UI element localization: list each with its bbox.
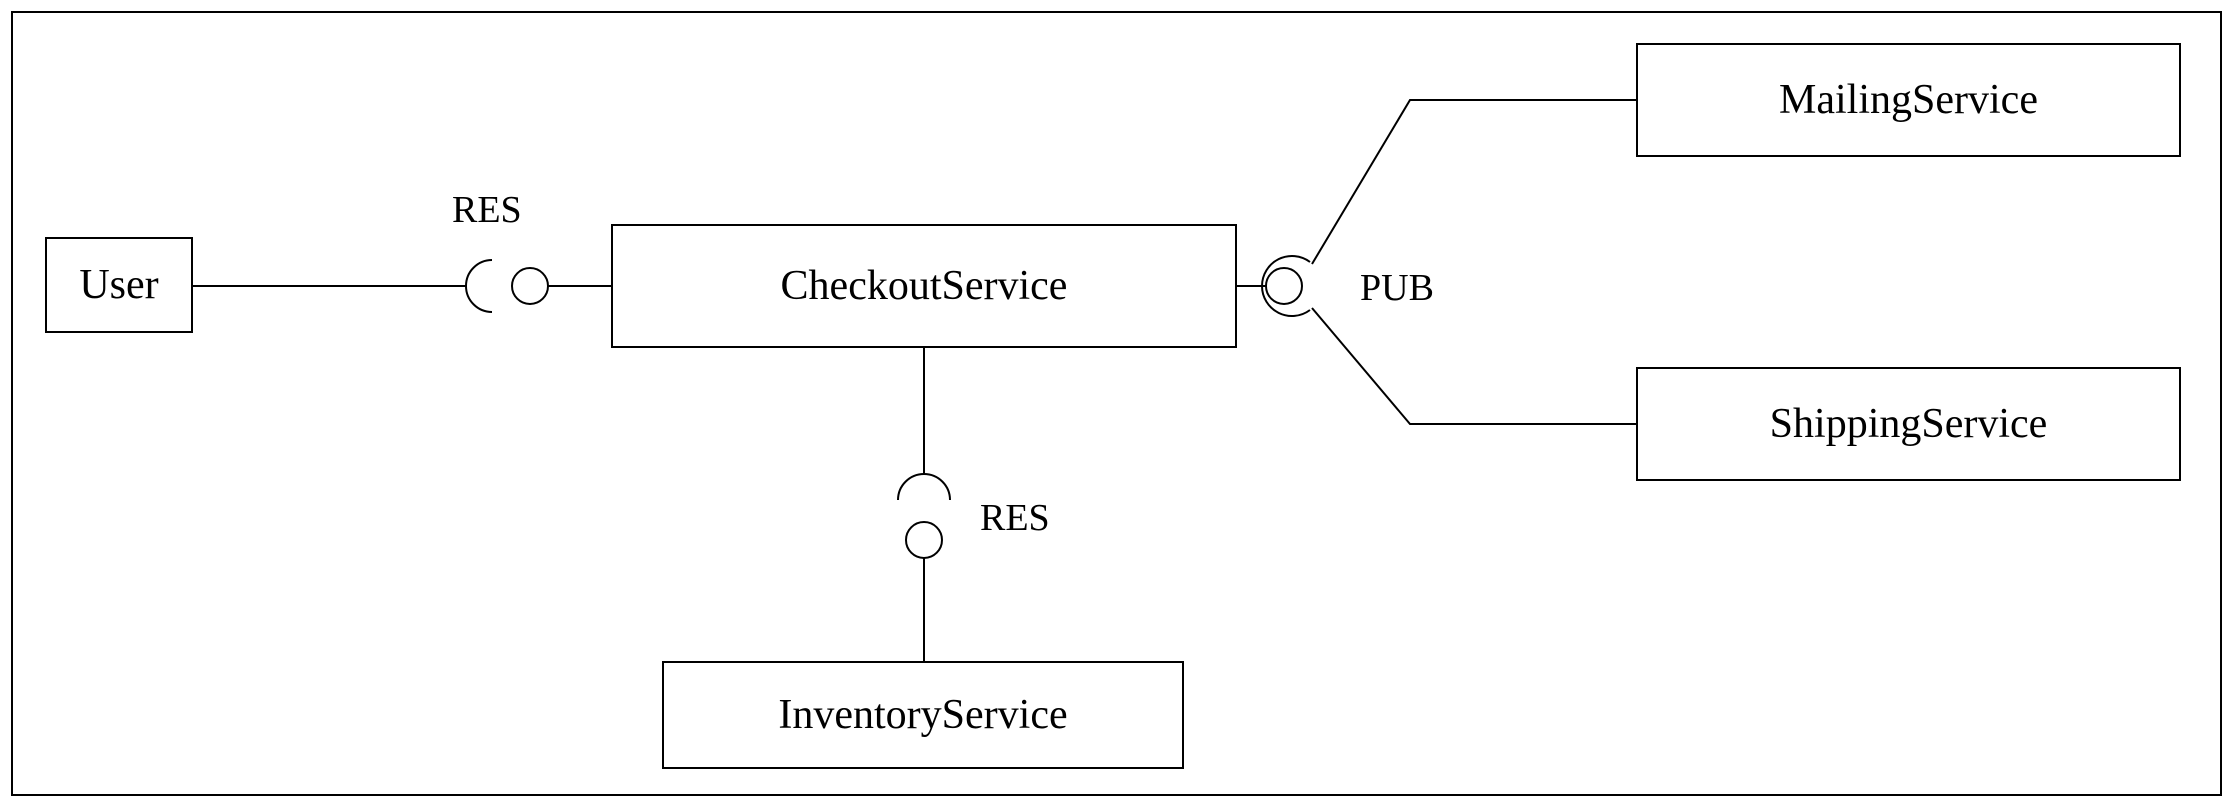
connector-label-res_left: RES: [452, 189, 522, 231]
connector-label-pub_right: PUB: [1360, 267, 1434, 309]
ball-res_left: [512, 268, 548, 304]
node-label-inventory: InventoryService: [778, 692, 1067, 738]
node-label-mailing: MailingService: [1779, 77, 2038, 123]
node-label-checkout: CheckoutService: [781, 263, 1068, 309]
ball-res_bottom: [906, 522, 942, 558]
ball-pub_right: [1266, 268, 1302, 304]
node-label-user: User: [79, 262, 158, 308]
node-label-shipping: ShippingService: [1770, 401, 2048, 447]
connector-label-res_bottom: RES: [980, 497, 1050, 539]
